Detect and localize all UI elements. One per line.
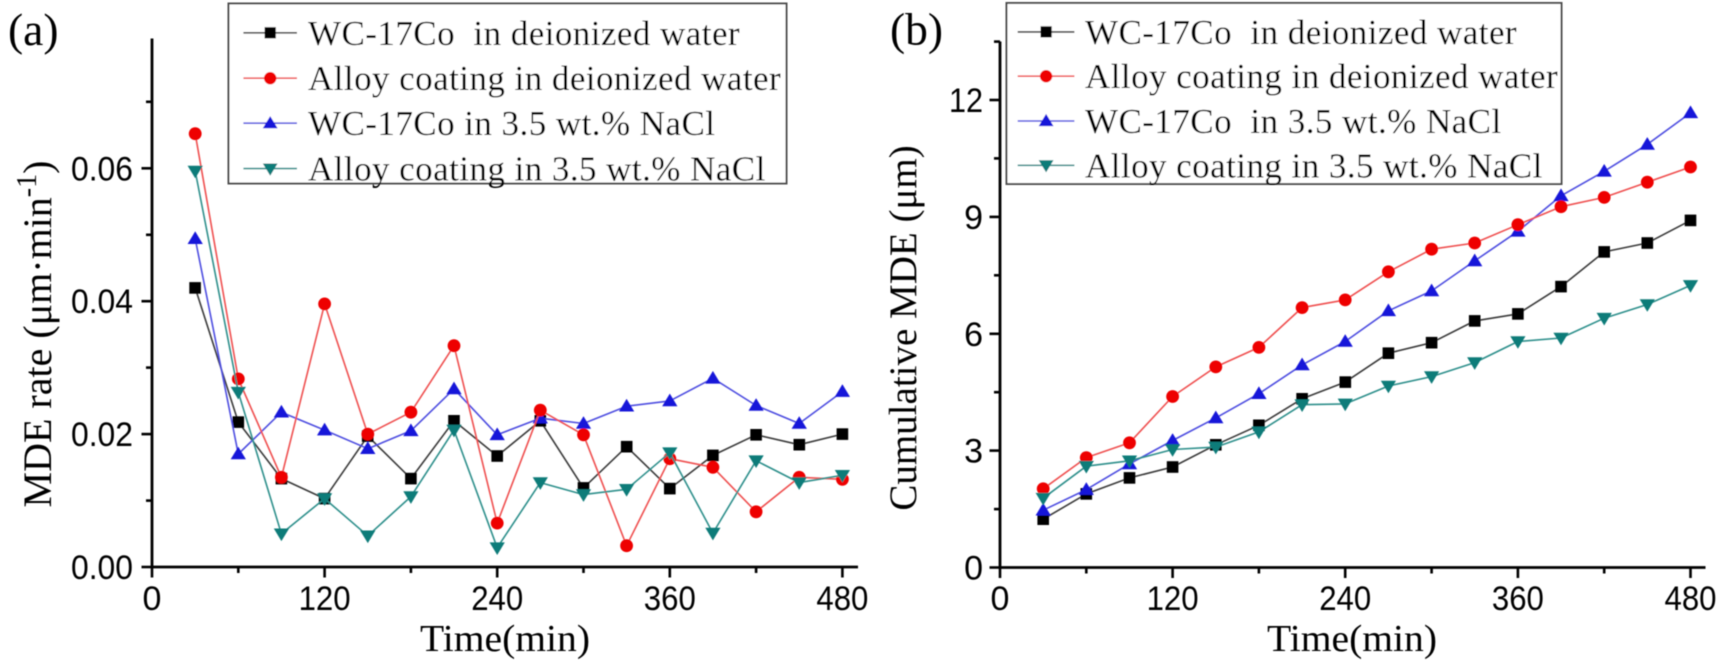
svg-text:Cumulative MDE (μm): Cumulative MDE (μm): [882, 145, 925, 510]
svg-text:0.04: 0.04: [71, 283, 133, 321]
svg-text:Alloy coating in 3.5 wt.% NaCl: Alloy coating in 3.5 wt.% NaCl: [308, 150, 766, 189]
svg-text:240: 240: [1319, 580, 1371, 618]
svg-text:Alloy coating in deionized wat: Alloy coating in deionized water: [1085, 57, 1558, 96]
svg-text:9: 9: [964, 199, 983, 237]
svg-text:WC-17Co in 3.5 wt.% NaCl: WC-17Co in 3.5 wt.% NaCl: [308, 104, 715, 143]
svg-text:WC-17Co in 3.5 wt.% NaCl: WC-17Co in 3.5 wt.% NaCl: [1085, 102, 1502, 141]
svg-text:(b): (b): [890, 4, 943, 55]
svg-text:3: 3: [964, 433, 983, 471]
svg-text:12: 12: [949, 82, 983, 120]
svg-text:0: 0: [964, 550, 983, 588]
svg-text:WC-17Co in deionized water: WC-17Co in deionized water: [308, 14, 740, 53]
svg-text:(a): (a): [8, 4, 59, 55]
svg-text:120: 120: [1147, 580, 1199, 618]
svg-text:6: 6: [964, 316, 983, 354]
svg-text:0.00: 0.00: [71, 549, 133, 587]
svg-text:Alloy coating in deionized wat: Alloy coating in deionized water: [308, 59, 781, 98]
svg-text:Time(min): Time(min): [420, 618, 590, 660]
svg-text:0.06: 0.06: [71, 150, 133, 188]
svg-text:360: 360: [644, 580, 696, 618]
svg-text:0: 0: [991, 580, 1010, 618]
svg-text:0: 0: [143, 580, 162, 618]
svg-text:WC-17Co in deionized water: WC-17Co in deionized water: [1085, 13, 1517, 52]
svg-text:0.02: 0.02: [71, 416, 133, 454]
svg-text:240: 240: [471, 580, 523, 618]
svg-text:120: 120: [299, 580, 351, 618]
svg-text:Time(min): Time(min): [1267, 618, 1437, 660]
svg-text:480: 480: [1665, 580, 1717, 618]
svg-text:480: 480: [816, 580, 868, 618]
svg-text:360: 360: [1492, 580, 1544, 618]
svg-text:MDE rate (μm·min-1): MDE rate (μm·min-1): [12, 161, 60, 508]
svg-text:Alloy coating in 3.5 wt.% NaCl: Alloy coating in 3.5 wt.% NaCl: [1085, 146, 1543, 185]
